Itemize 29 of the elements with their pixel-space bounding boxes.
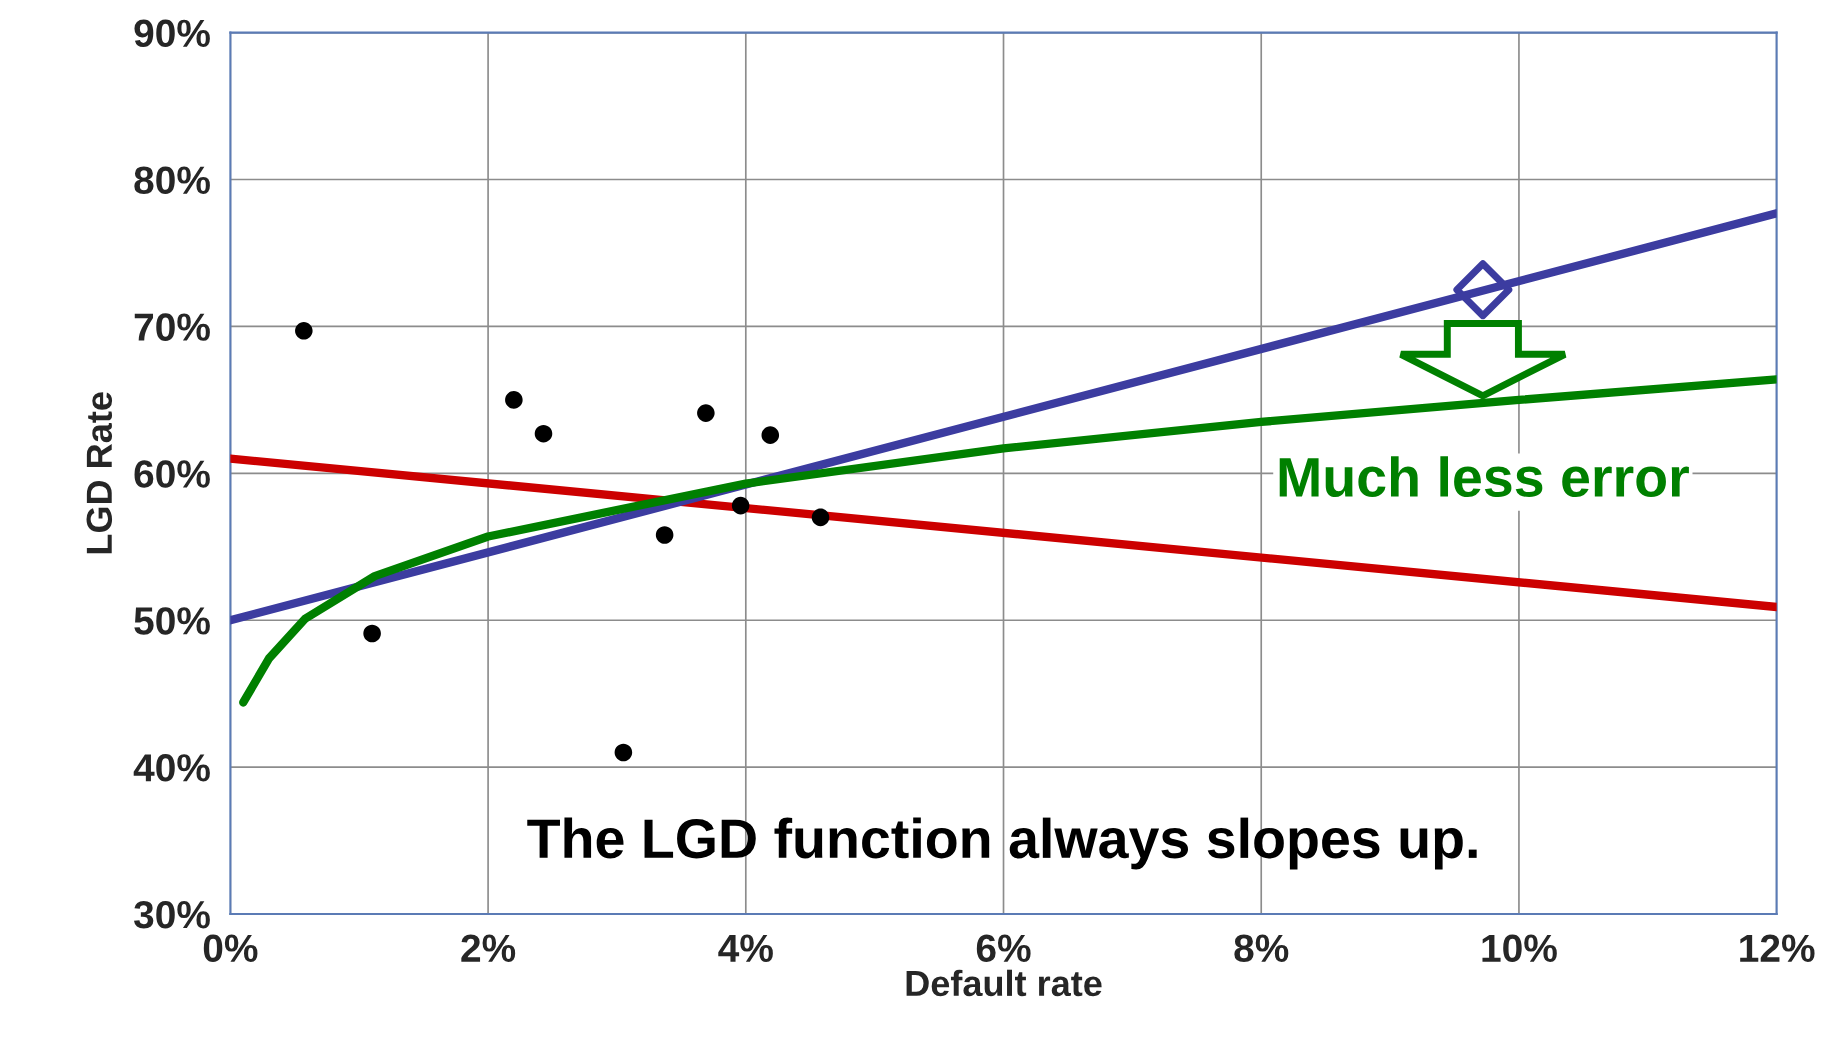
y-tick-label: 30% <box>133 900 210 929</box>
x-tick-label: 0% <box>203 934 258 963</box>
y-tick-label: 50% <box>134 607 210 635</box>
point <box>505 391 523 409</box>
y-tick-label: 70% <box>134 313 210 341</box>
x-tick-label: 10% <box>1482 934 1557 963</box>
x-tick-label: 12% <box>1740 934 1815 962</box>
x-tick-label: 8% <box>1234 934 1289 963</box>
point <box>697 404 715 422</box>
point <box>614 743 633 762</box>
point <box>1453 260 1513 320</box>
point <box>761 426 780 444</box>
x-tick-label: 6% <box>976 934 1031 963</box>
point <box>731 496 750 515</box>
annotation: The LGD function always slopes up. <box>527 817 1477 870</box>
x-tick-label: 4% <box>718 934 773 962</box>
y-tick-label: 90% <box>134 19 210 48</box>
y-axis-title: LGD Rate <box>86 392 113 554</box>
y-tick-label: 80% <box>134 166 210 195</box>
point <box>295 322 313 340</box>
point <box>363 624 381 643</box>
point <box>534 424 553 443</box>
point <box>655 526 674 544</box>
x-axis-title: Default rate <box>906 969 1102 997</box>
point <box>811 508 830 527</box>
annotation: Much less error <box>1279 456 1689 498</box>
x-tick-label: 2% <box>461 934 516 962</box>
y-tick-label: 40% <box>133 754 210 782</box>
y-tick-label: 60% <box>134 460 210 488</box>
